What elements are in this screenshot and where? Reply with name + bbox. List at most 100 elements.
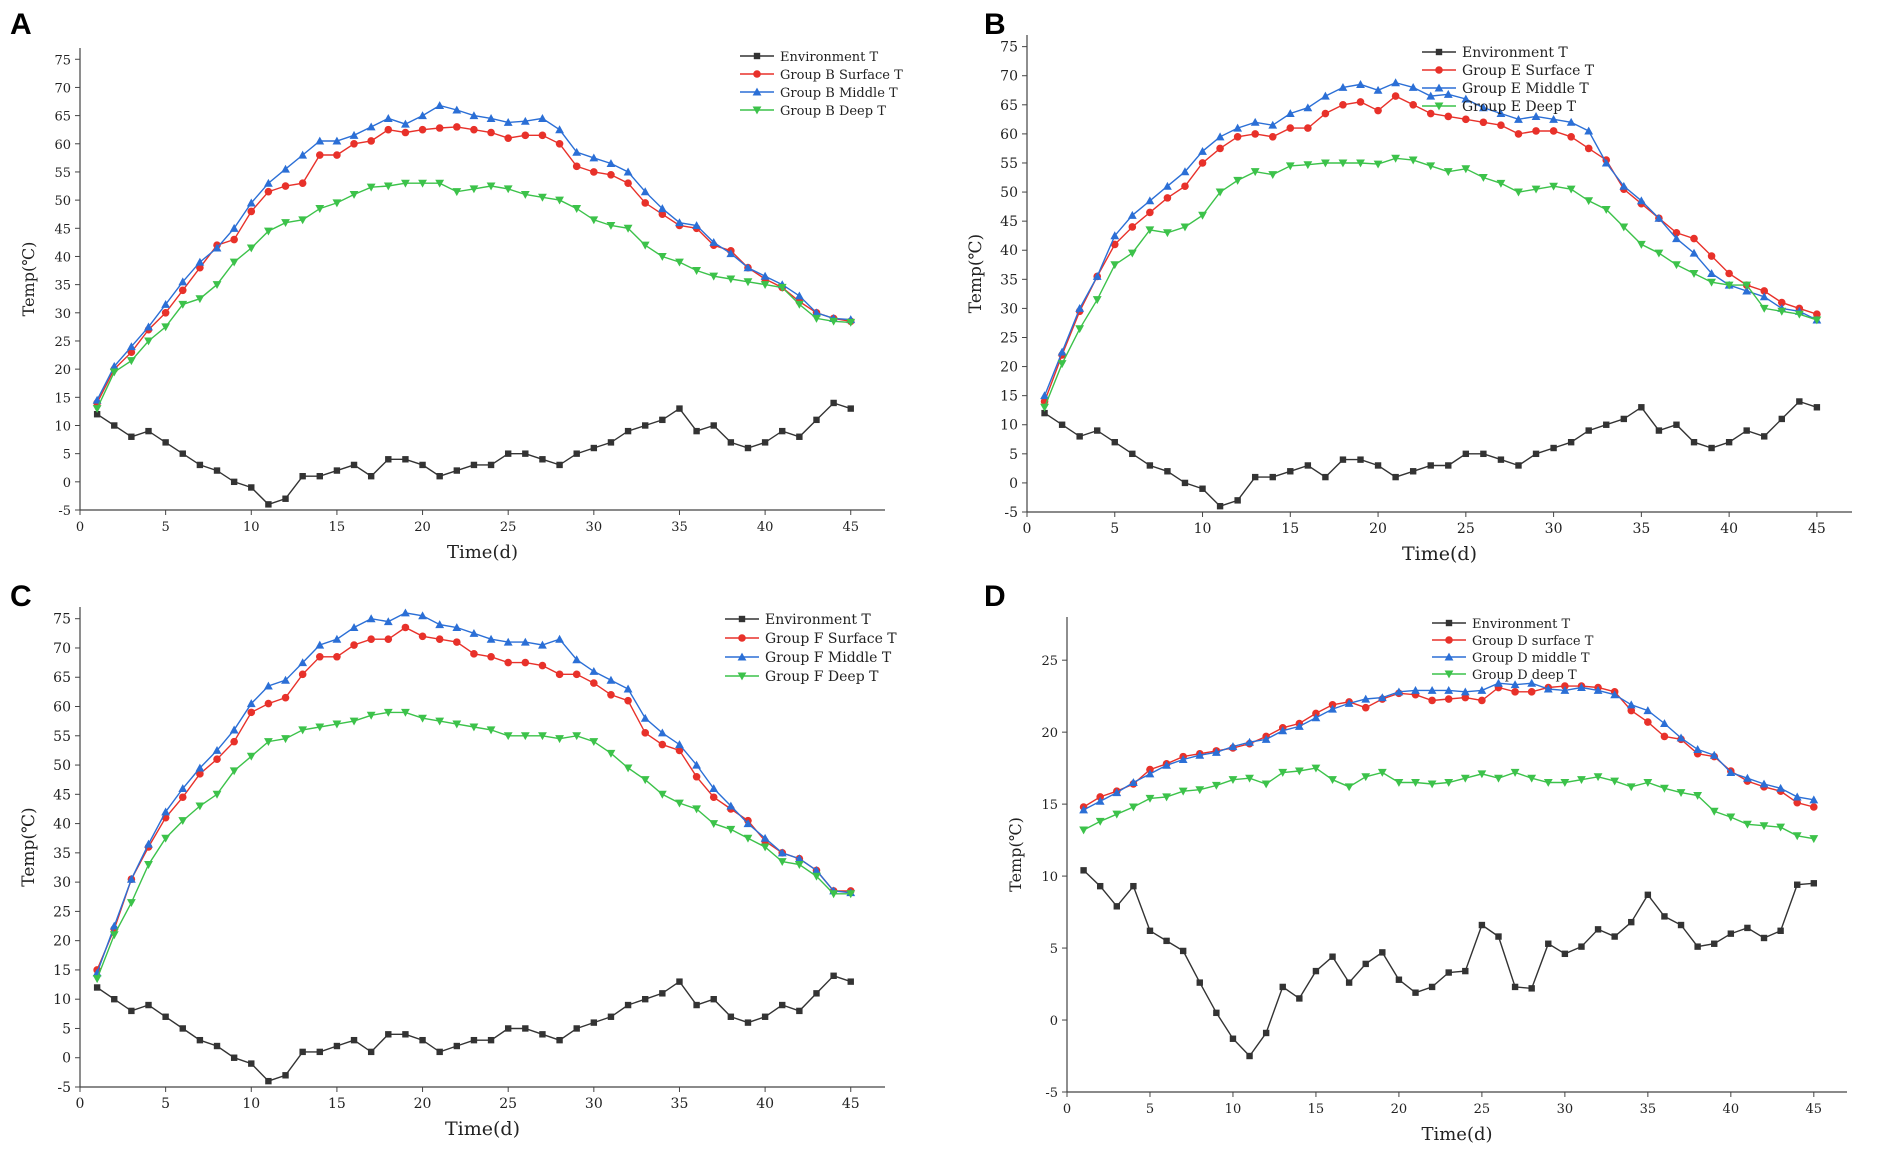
data-point — [1195, 750, 1205, 759]
series-line — [96, 104, 851, 401]
series — [1040, 154, 1822, 412]
y-tick-label: 30 — [54, 307, 71, 322]
data-point — [1443, 89, 1453, 98]
data-point — [607, 1013, 615, 1020]
data-point — [1268, 171, 1278, 180]
y-tick-label: 65 — [53, 670, 71, 686]
data-point — [573, 450, 580, 457]
y-tick-label: 10 — [1000, 418, 1018, 434]
data-point — [1628, 918, 1635, 926]
data-point — [1079, 805, 1088, 814]
data-point — [1660, 784, 1669, 793]
data-point — [675, 740, 684, 749]
data-point — [402, 1031, 409, 1038]
y-tick-label: 5 — [62, 1021, 71, 1037]
data-point — [538, 131, 547, 140]
data-point — [1478, 696, 1486, 705]
y-axis-label: Temp(℃) — [1006, 817, 1025, 892]
data-point — [1092, 272, 1102, 280]
data-point — [213, 467, 221, 474]
data-point — [1113, 903, 1120, 910]
y-tick-label: 45 — [1000, 214, 1018, 230]
data-point — [384, 635, 393, 643]
data-point — [657, 790, 667, 799]
panel-letter: D — [984, 580, 1006, 613]
x-tick-label: 45 — [842, 1096, 860, 1112]
data-point — [1146, 208, 1154, 217]
data-point — [1510, 680, 1520, 689]
data-point — [315, 652, 324, 661]
data-point — [1610, 777, 1620, 786]
data-point — [366, 183, 376, 192]
data-point — [1180, 167, 1190, 176]
data-point — [1601, 158, 1611, 167]
data-point — [1198, 159, 1207, 167]
y-tick-label: 35 — [1000, 272, 1018, 288]
data-point — [676, 405, 683, 412]
panel-letter: C — [10, 580, 32, 613]
x-tick-label: 15 — [329, 520, 346, 535]
data-point — [1497, 121, 1505, 129]
data-point — [298, 179, 307, 188]
data-point — [383, 114, 393, 122]
y-tick-label: 5 — [1009, 447, 1018, 463]
data-point — [333, 467, 341, 474]
data-point — [1610, 690, 1620, 699]
data-point — [1478, 173, 1488, 182]
data-point — [1345, 979, 1353, 986]
data-point — [109, 361, 119, 370]
data-point — [1181, 182, 1189, 191]
data-point — [744, 1019, 752, 1026]
legend-label: Group B Middle T — [780, 86, 898, 101]
data-point — [298, 658, 308, 667]
data-point — [1761, 433, 1768, 440]
data-point — [316, 472, 323, 480]
data-point — [1560, 686, 1570, 694]
data-point — [1594, 926, 1602, 933]
legend-label: Group B Deep T — [780, 104, 886, 119]
data-point — [230, 737, 238, 746]
data-point — [1040, 391, 1049, 400]
data-point — [1361, 773, 1371, 782]
data-point — [521, 658, 530, 667]
series — [92, 608, 856, 977]
x-tick-label: 40 — [1720, 521, 1738, 537]
data-point — [1550, 444, 1557, 452]
y-tick-label: 20 — [54, 363, 71, 378]
data-point — [504, 1025, 512, 1032]
data-point — [383, 708, 393, 717]
data-point — [1478, 103, 1488, 112]
data-point — [1128, 803, 1138, 812]
data-point — [1411, 686, 1420, 694]
data-point — [1776, 783, 1786, 792]
data-point — [315, 205, 325, 213]
data-point — [162, 1013, 169, 1020]
data-point — [264, 227, 273, 236]
data-point — [659, 990, 666, 997]
data-point — [1567, 132, 1575, 141]
data-point — [1079, 826, 1088, 835]
data-point — [486, 726, 496, 735]
data-point — [281, 164, 290, 173]
y-tick-label: 50 — [54, 194, 71, 209]
data-point — [1643, 706, 1653, 715]
data-point — [298, 216, 308, 225]
series — [1040, 92, 1821, 406]
data-point — [1268, 132, 1277, 141]
data-point — [1759, 779, 1769, 788]
data-point — [1145, 226, 1155, 235]
data-point — [1426, 91, 1436, 100]
data-point — [1760, 287, 1769, 295]
data-point — [1660, 732, 1669, 741]
x-tick-label: 0 — [1063, 1102, 1071, 1117]
data-point — [1792, 832, 1802, 841]
data-point — [641, 199, 650, 207]
y-tick-label: 55 — [54, 166, 71, 181]
y-tick-label: 40 — [1000, 243, 1018, 259]
data-point — [1796, 398, 1803, 405]
data-point — [504, 134, 512, 142]
panel-b: B -5 0 5 10 15 20 25 30 35 40 45 50 55 60 65 70 75 0 5 10 15… — [952, 0, 1904, 575]
data-point — [435, 620, 445, 629]
y-tick-label: 70 — [54, 81, 71, 96]
data-point — [109, 368, 119, 377]
